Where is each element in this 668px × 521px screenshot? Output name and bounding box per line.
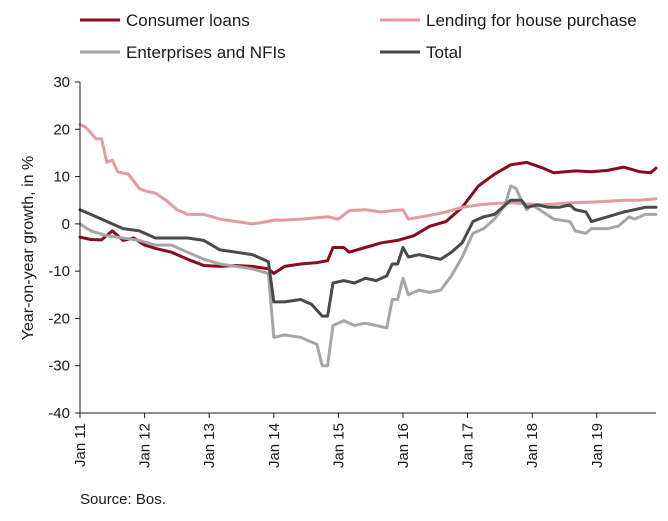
legend-label-1: Consumer loans	[126, 11, 250, 30]
x-tick-label: Jan 12	[137, 423, 154, 468]
x-tick-label: Jan 16	[395, 423, 412, 468]
x-tick-label: Jan 15	[330, 423, 347, 468]
y-tick-label: 20	[53, 121, 70, 138]
x-tick-label: Jan 11	[72, 423, 89, 467]
legend-label-2: Lending for house purchase	[426, 11, 637, 30]
series-line-4	[78, 198, 658, 318]
x-tick-label: Jan 18	[524, 423, 541, 468]
y-tick-label: 30	[53, 74, 70, 91]
legend-label-3: Enterprises and NFIs	[126, 43, 286, 62]
x-tick-label: Jan 17	[460, 423, 477, 468]
source-note: Source: Bos.	[80, 491, 166, 508]
x-tick-label: Jan 14	[266, 423, 283, 468]
series-line-3	[78, 184, 658, 368]
y-tick-label: -20	[48, 310, 70, 327]
y-axis-title: Year-on-year growth, in %	[20, 156, 37, 340]
legend-label-4: Total	[426, 43, 462, 62]
y-tick-label: 0	[62, 216, 70, 233]
series-line-1	[78, 160, 658, 275]
y-tick-label: -40	[48, 405, 70, 422]
x-tick-label: Jan 13	[201, 423, 218, 468]
axes-layer: -40 -30 -20 -10 0 10 20 30 Jan 11 Jan 12 Jan 13 Jan…	[48, 74, 656, 468]
series-line-2	[78, 123, 658, 226]
y-tick-label: -10	[48, 263, 70, 280]
series-layer	[78, 123, 658, 368]
y-axis-title-group: Year-on-year growth, in %	[20, 156, 37, 340]
x-tick-label: Jan 19	[589, 423, 606, 468]
y-tick-label: 10	[53, 169, 70, 186]
y-tick-label: -30	[48, 358, 70, 375]
chart-legend: Consumer loans Lending for house purchase…	[80, 11, 637, 62]
